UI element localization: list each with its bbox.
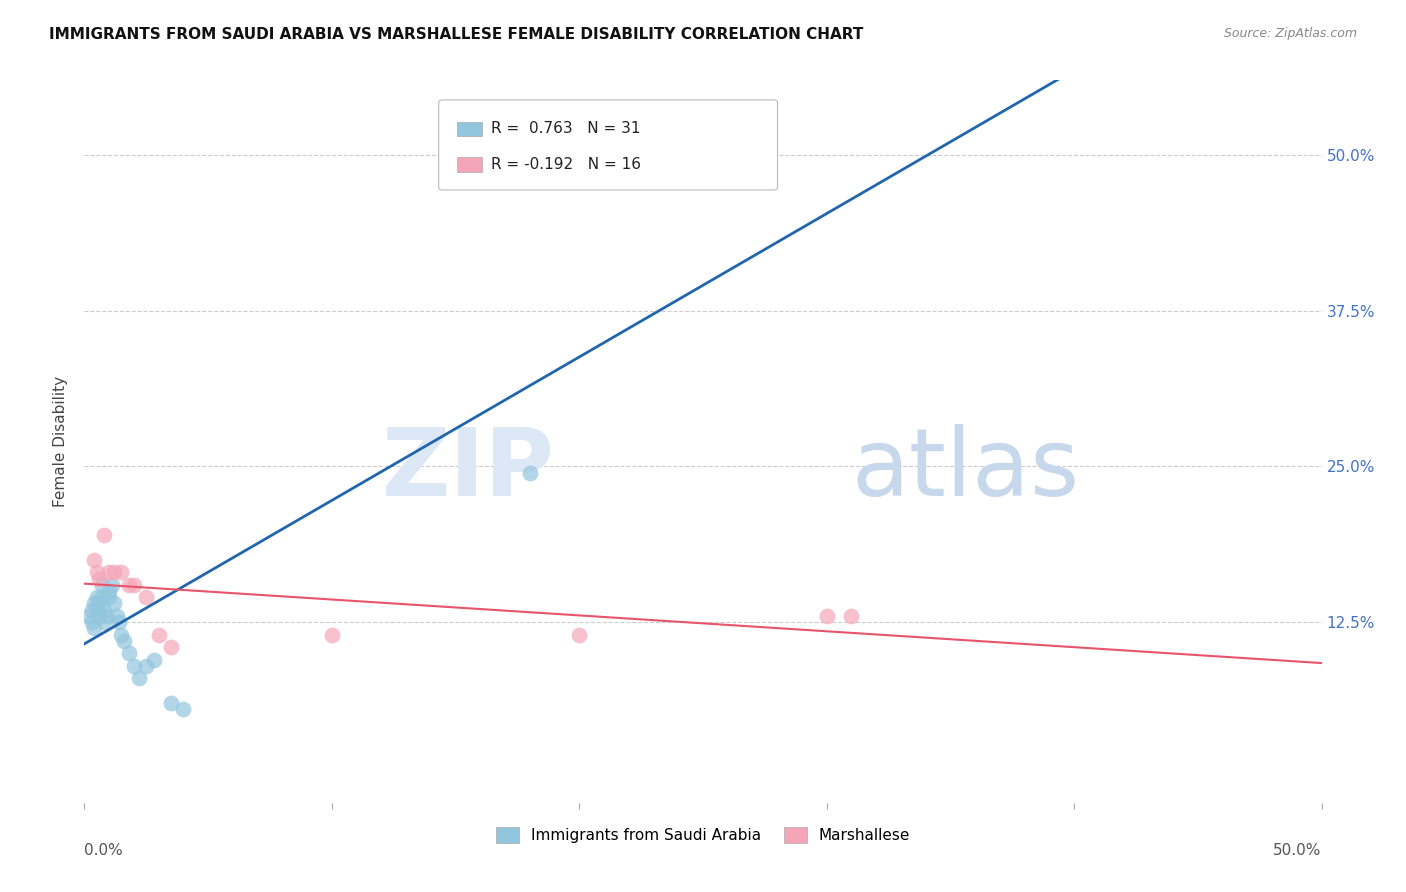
Text: 0.0%: 0.0% (84, 843, 124, 857)
Point (98, 591, 121, 605)
Point (98, 566, 121, 580)
Point (79, 609, 101, 624)
Text: R = -0.192   N = 16: R = -0.192 N = 16 (491, 157, 641, 172)
Text: Source: ZipAtlas.com: Source: ZipAtlas.com (1223, 27, 1357, 40)
Point (135, 591, 157, 605)
Point (89, 609, 111, 624)
Point (110, 627, 132, 641)
Point (105, 609, 128, 624)
Point (741, 148, 763, 162)
Point (519, 466, 541, 480)
Text: IMMIGRANTS FROM SAUDI ARABIA VS MARSHALLESE FEMALE DISABILITY CORRELATION CHART: IMMIGRANTS FROM SAUDI ARABIA VS MARSHALL… (49, 27, 863, 42)
Point (93, 528, 115, 542)
Point (93, 615, 115, 630)
Point (160, 640, 183, 654)
Text: ZIP: ZIP (381, 425, 554, 516)
Point (80, 615, 103, 630)
Point (841, 609, 863, 624)
Point (112, 633, 135, 648)
Point (90, 578, 112, 592)
Point (118, 646, 141, 660)
Point (142, 652, 165, 666)
Text: atlas: atlas (852, 425, 1080, 516)
Point (83, 553, 105, 567)
Text: 50.0%: 50.0% (1274, 843, 1322, 857)
Point (118, 578, 141, 592)
Point (83, 597, 105, 611)
Point (160, 696, 183, 710)
Text: R =  0.763   N = 31: R = 0.763 N = 31 (491, 121, 640, 136)
Point (93, 603, 115, 617)
Point (96, 609, 118, 624)
Point (86, 566, 108, 580)
Point (89, 597, 111, 611)
Point (128, 671, 150, 685)
Point (103, 597, 125, 611)
Point (148, 627, 170, 641)
Point (100, 578, 122, 592)
Point (321, 627, 343, 641)
Point (103, 566, 125, 580)
Y-axis label: Female Disability: Female Disability (53, 376, 69, 508)
Point (122, 658, 145, 673)
Point (90, 591, 112, 605)
Legend: Immigrants from Saudi Arabia, Marshallese: Immigrants from Saudi Arabia, Marshalles… (489, 822, 917, 849)
Point (568, 627, 591, 641)
Point (83, 621, 105, 635)
Point (108, 615, 131, 630)
Point (135, 658, 157, 673)
Point (122, 578, 145, 592)
Point (86, 591, 108, 605)
Point (80, 603, 103, 617)
Point (98, 584, 121, 599)
Point (815, 609, 838, 624)
Point (110, 566, 132, 580)
Point (89, 572, 111, 586)
Point (86, 603, 108, 617)
Point (172, 702, 194, 716)
